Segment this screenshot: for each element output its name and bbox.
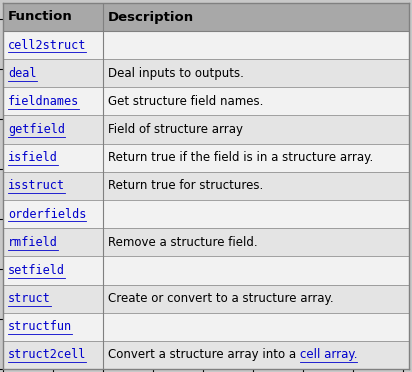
Bar: [3, 59, 409, 87]
Text: cell array.: cell array.: [300, 349, 357, 362]
Text: setfield: setfield: [8, 264, 65, 277]
Text: fieldnames: fieldnames: [8, 95, 79, 108]
Bar: [3, 341, 409, 369]
Bar: [3, 87, 409, 115]
Text: isfield: isfield: [8, 151, 58, 164]
Text: struct2cell: struct2cell: [8, 349, 87, 362]
Text: Field of structure array: Field of structure array: [108, 123, 243, 136]
Text: Remove a structure field.: Remove a structure field.: [108, 236, 258, 249]
Text: struct: struct: [8, 292, 51, 305]
Text: orderfields: orderfields: [8, 208, 87, 221]
Text: getfield: getfield: [8, 123, 65, 136]
Bar: [3, 228, 409, 256]
Text: Return true if the field is in a structure array.: Return true if the field is in a structu…: [108, 151, 373, 164]
Text: structfun: structfun: [8, 320, 72, 333]
Text: Convert a structure array into a: Convert a structure array into a: [108, 349, 300, 362]
Bar: [3, 200, 409, 228]
Text: Function: Function: [8, 10, 73, 23]
Text: Get structure field names.: Get structure field names.: [108, 95, 263, 108]
Bar: [3, 172, 409, 200]
Bar: [3, 313, 409, 341]
Text: Create or convert to a structure array.: Create or convert to a structure array.: [108, 292, 334, 305]
Text: rmfield: rmfield: [8, 236, 58, 249]
Text: Deal inputs to outputs.: Deal inputs to outputs.: [108, 67, 244, 80]
Text: Return true for structures.: Return true for structures.: [108, 179, 263, 192]
Bar: [3, 3, 409, 31]
Text: Description: Description: [108, 10, 194, 23]
Text: deal: deal: [8, 67, 37, 80]
Text: isstruct: isstruct: [8, 179, 65, 192]
Bar: [3, 144, 409, 172]
Text: cell2struct: cell2struct: [8, 39, 87, 52]
Bar: [3, 285, 409, 313]
Bar: [3, 31, 409, 59]
Bar: [3, 256, 409, 285]
Bar: [3, 115, 409, 144]
